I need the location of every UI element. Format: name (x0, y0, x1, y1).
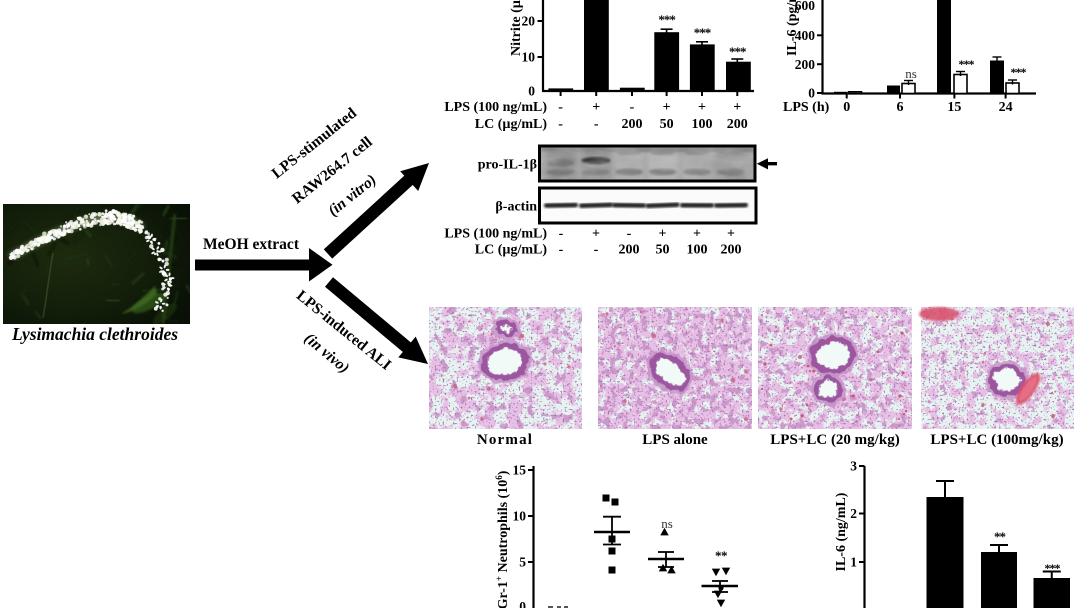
svg-text:**: ** (715, 548, 727, 563)
svg-text:LPS alone: LPS alone (642, 432, 708, 448)
svg-text:100: 100 (687, 243, 708, 258)
svg-text:MeOH extract: MeOH extract (203, 236, 300, 253)
svg-text:-: - (559, 243, 564, 258)
svg-text:1: 1 (850, 555, 857, 570)
svg-text:200: 200 (721, 243, 742, 258)
svg-text:ns: ns (905, 66, 917, 81)
svg-text:***: *** (729, 44, 746, 59)
svg-text:LPS (h): LPS (h) (783, 100, 830, 115)
svg-text:100: 100 (692, 117, 713, 132)
svg-text:+: + (733, 100, 741, 115)
svg-text:200: 200 (795, 57, 816, 72)
svg-text:LC (µg/mL): LC (µg/mL) (475, 243, 548, 258)
svg-text:**: ** (994, 529, 1006, 544)
svg-text:***: *** (959, 57, 975, 71)
svg-text:IL-6 (ng/mL): IL-6 (ng/mL) (834, 492, 849, 571)
svg-text:50: 50 (656, 243, 670, 258)
svg-text:***: *** (1045, 561, 1061, 575)
svg-text:+: + (592, 100, 600, 115)
svg-text:15: 15 (947, 100, 961, 115)
svg-text:-: - (594, 243, 599, 258)
svg-text:***: *** (1011, 65, 1027, 79)
svg-text:***: *** (658, 12, 675, 27)
svg-text:3: 3 (850, 459, 857, 474)
svg-text:0: 0 (843, 100, 850, 115)
svg-text:-: - (558, 100, 563, 115)
svg-text:0: 0 (528, 84, 535, 99)
svg-text:0: 0 (808, 86, 815, 101)
svg-text:200: 200 (727, 117, 748, 132)
svg-text:LPS (100 ng/mL): LPS (100 ng/mL) (444, 100, 547, 115)
svg-text:0: 0 (519, 599, 526, 608)
svg-text:Lysimachia clethroides: Lysimachia clethroides (11, 324, 178, 344)
svg-text:+: + (693, 227, 701, 242)
svg-text:15: 15 (513, 463, 527, 478)
svg-text:LPS+LC (100mg/kg): LPS+LC (100mg/kg) (930, 432, 1063, 448)
svg-text:Normal: Normal (477, 432, 533, 448)
svg-text:-: - (559, 227, 564, 242)
svg-text:200: 200 (622, 117, 643, 132)
svg-text:β-actin: β-actin (495, 200, 537, 215)
svg-text:+: + (698, 100, 706, 115)
svg-text:Nitrite (µM): Nitrite (µM) (509, 0, 524, 56)
svg-text:LPS+LC (20 mg/kg): LPS+LC (20 mg/kg) (770, 432, 899, 448)
svg-text:+: + (727, 227, 735, 242)
svg-text:200: 200 (619, 243, 640, 258)
svg-text:5: 5 (519, 555, 526, 570)
svg-text:400: 400 (795, 28, 816, 43)
svg-text:Gr-1+ Neutrophils (106): Gr-1+ Neutrophils (106) (494, 470, 511, 608)
svg-text:10: 10 (522, 50, 536, 65)
svg-text:600: 600 (795, 0, 816, 13)
svg-text:+: + (663, 100, 671, 115)
svg-text:50: 50 (660, 117, 674, 132)
svg-text:LPS (100 ng/mL): LPS (100 ng/mL) (444, 227, 547, 242)
svg-text:***: *** (694, 25, 711, 40)
svg-text:ns: ns (661, 516, 673, 531)
svg-text:+: + (659, 227, 667, 242)
svg-text:LPS-stimulated: LPS-stimulated (269, 104, 361, 182)
svg-text:-: - (627, 227, 632, 242)
svg-text:24: 24 (999, 100, 1013, 115)
svg-text:-: - (630, 100, 635, 115)
svg-text:-: - (594, 117, 599, 132)
svg-text:10: 10 (513, 509, 527, 524)
svg-text:IL-6 (pg/mL): IL-6 (pg/mL) (785, 0, 800, 56)
svg-text:6: 6 (897, 100, 904, 115)
svg-text:-: - (558, 117, 563, 132)
svg-text:2: 2 (850, 506, 857, 521)
svg-text:+: + (592, 227, 600, 242)
svg-text:pro-IL-1β: pro-IL-1β (478, 158, 537, 173)
svg-text:LC (µg/mL): LC (µg/mL) (475, 117, 548, 132)
svg-text:20: 20 (522, 14, 536, 29)
